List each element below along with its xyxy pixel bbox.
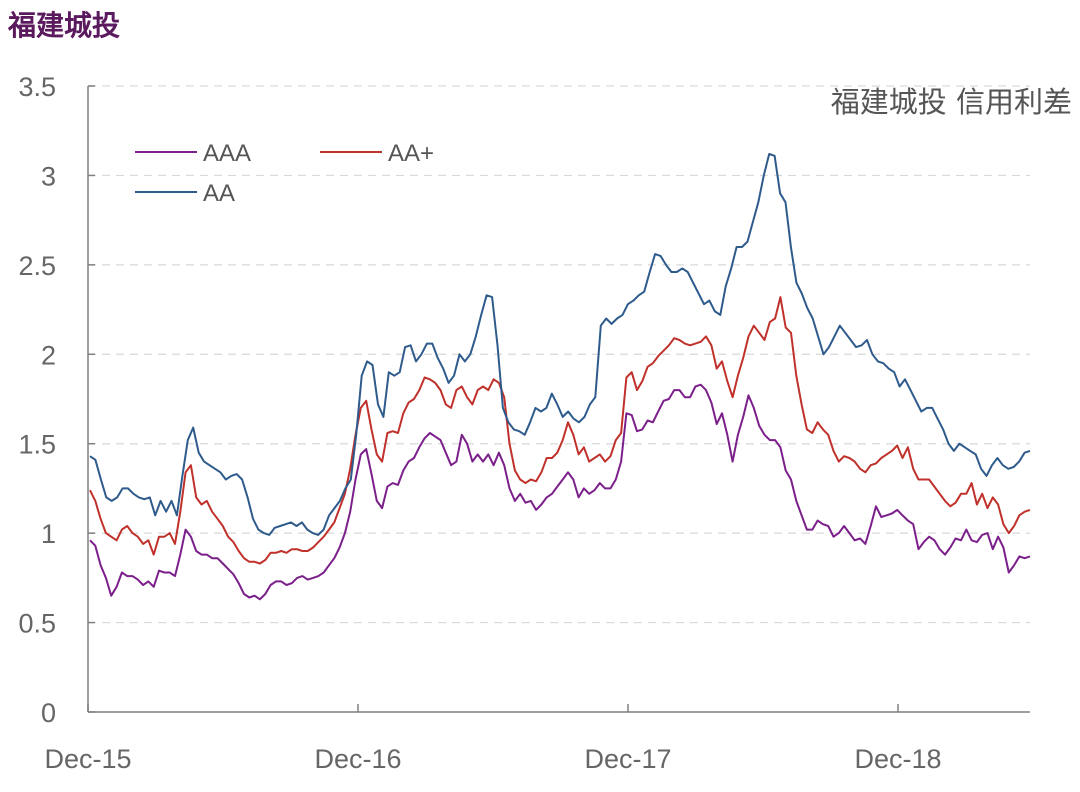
y-tick-label: 3 bbox=[41, 161, 56, 191]
series-line-aaplus bbox=[89, 296, 1031, 565]
y-tick-label: 0.5 bbox=[18, 609, 56, 639]
y-tick-label: 3.5 bbox=[18, 72, 56, 102]
y-tick-label: 2 bbox=[41, 340, 56, 370]
chart-title: 福建城投 信用利差 bbox=[831, 85, 1072, 119]
legend-label: AAA bbox=[203, 140, 251, 167]
x-tick-label: Dec-16 bbox=[314, 744, 401, 774]
series-lines bbox=[89, 153, 1031, 601]
series-line-aaa bbox=[89, 383, 1031, 601]
tick-labels: 0 0.5 1 1.5 2 2.5 3 3.5 Dec-15 Dec-16 Dec-17 Dec-18 bbox=[18, 72, 941, 774]
axes bbox=[87, 85, 1030, 713]
legend: AAA AA+ AA bbox=[135, 140, 434, 207]
y-tick-label: 0 bbox=[41, 698, 56, 728]
series-line-aa bbox=[89, 153, 1031, 536]
page-title: 福建城投 bbox=[8, 9, 121, 42]
y-tick-label: 2.5 bbox=[18, 251, 56, 281]
legend-label: AA bbox=[203, 180, 235, 207]
x-tick-label: Dec-15 bbox=[44, 744, 131, 774]
y-tick-label: 1 bbox=[41, 519, 56, 549]
y-tick-label: 1.5 bbox=[18, 430, 56, 460]
x-tick-label: Dec-17 bbox=[584, 744, 671, 774]
x-tick-label: Dec-18 bbox=[854, 744, 941, 774]
legend-label: AA+ bbox=[388, 140, 434, 167]
